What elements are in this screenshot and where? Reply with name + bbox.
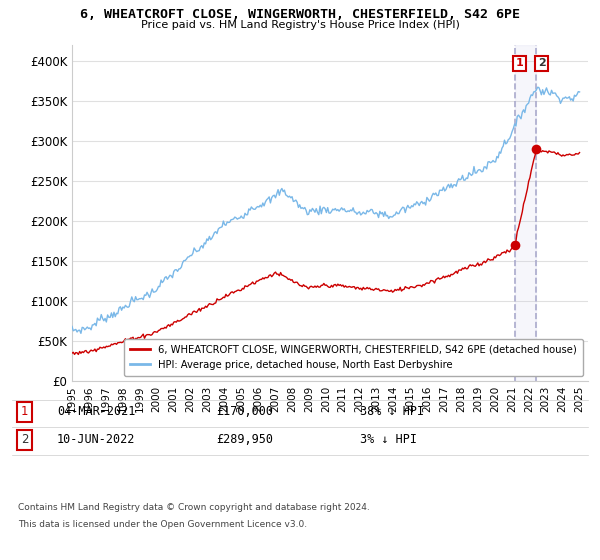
Text: 3% ↓ HPI: 3% ↓ HPI [360, 433, 417, 446]
Legend: 6, WHEATCROFT CLOSE, WINGERWORTH, CHESTERFIELD, S42 6PE (detached house), HPI: A: 6, WHEATCROFT CLOSE, WINGERWORTH, CHESTE… [124, 339, 583, 376]
Text: 1: 1 [21, 405, 29, 418]
Text: 6, WHEATCROFT CLOSE, WINGERWORTH, CHESTERFIELD, S42 6PE: 6, WHEATCROFT CLOSE, WINGERWORTH, CHESTE… [80, 8, 520, 21]
Text: 2: 2 [21, 433, 29, 446]
Text: £170,000: £170,000 [216, 405, 273, 418]
Bar [515, 45, 536, 381]
Text: 10-JUN-2022: 10-JUN-2022 [57, 433, 136, 446]
Text: 2: 2 [538, 58, 545, 68]
Text: £289,950: £289,950 [216, 433, 273, 446]
Text: 38% ↓ HPI: 38% ↓ HPI [360, 405, 424, 418]
Text: Price paid vs. HM Land Registry's House Price Index (HPI): Price paid vs. HM Land Registry's House … [140, 20, 460, 30]
Text: 04-MAR-2021: 04-MAR-2021 [57, 405, 136, 418]
Text: 1: 1 [515, 58, 523, 68]
Text: This data is licensed under the Open Government Licence v3.0.: This data is licensed under the Open Gov… [18, 520, 307, 529]
Text: Contains HM Land Registry data © Crown copyright and database right 2024.: Contains HM Land Registry data © Crown c… [18, 503, 370, 512]
